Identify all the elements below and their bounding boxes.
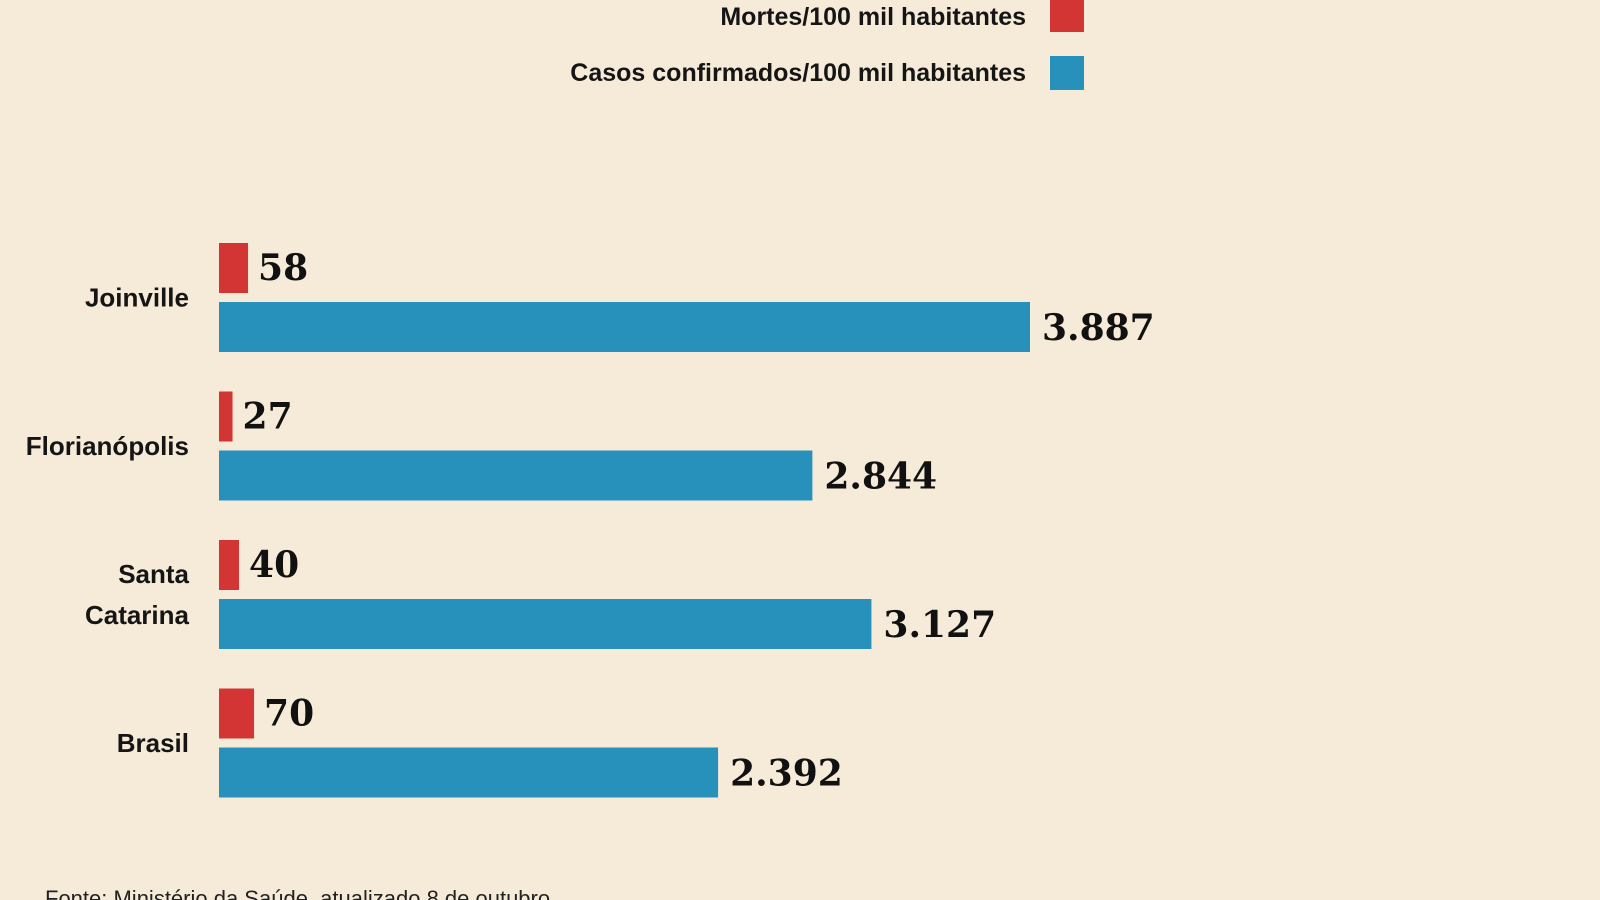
value-label-casos-florianopolis: 2.844 xyxy=(824,456,937,498)
category-label-joinville: Joinville xyxy=(85,283,189,313)
bar-mortes-florianopolis xyxy=(219,391,233,442)
value-label-casos-santa-catarina: 3.127 xyxy=(883,604,996,646)
category-label-brasil: Brasil xyxy=(117,728,189,758)
value-label-casos-joinville: 3.887 xyxy=(1042,307,1155,349)
legend-swatch-mortes xyxy=(1050,0,1084,32)
bar-casos-florianopolis xyxy=(219,450,813,501)
source-note: Fonte: Ministério da Saúde, atualizado 8… xyxy=(45,886,550,900)
legend-label-mortes: Mortes/100 mil habitantes xyxy=(720,3,1026,31)
value-label-mortes-florianopolis: 27 xyxy=(243,396,293,438)
category-label-santa-catarina: Santa Catarina xyxy=(85,559,190,630)
bar-casos-joinville xyxy=(219,302,1030,352)
legend-swatch-casos xyxy=(1050,56,1084,90)
category-label-florianopolis: Florianópolis xyxy=(26,431,189,461)
bar-casos-brasil xyxy=(219,747,719,798)
bar-casos-santa-catarina xyxy=(219,599,872,649)
legend-label-casos: Casos confirmados/100 mil habitantes xyxy=(570,59,1026,87)
bar-mortes-brasil xyxy=(219,688,255,739)
value-label-mortes-santa-catarina: 40 xyxy=(249,544,299,586)
value-label-casos-brasil: 2.392 xyxy=(730,753,843,795)
value-label-mortes-joinville: 58 xyxy=(258,247,308,289)
bar-mortes-santa-catarina xyxy=(219,540,240,590)
legend: Mortes/100 mil habitantes Casos confirma… xyxy=(570,0,1084,90)
bar-mortes-joinville xyxy=(219,243,249,293)
value-label-mortes-brasil: 70 xyxy=(264,693,314,735)
plot-area: Joinville 58 3.887 Florianópolis 27 2.844 Sant… xyxy=(26,243,1155,798)
